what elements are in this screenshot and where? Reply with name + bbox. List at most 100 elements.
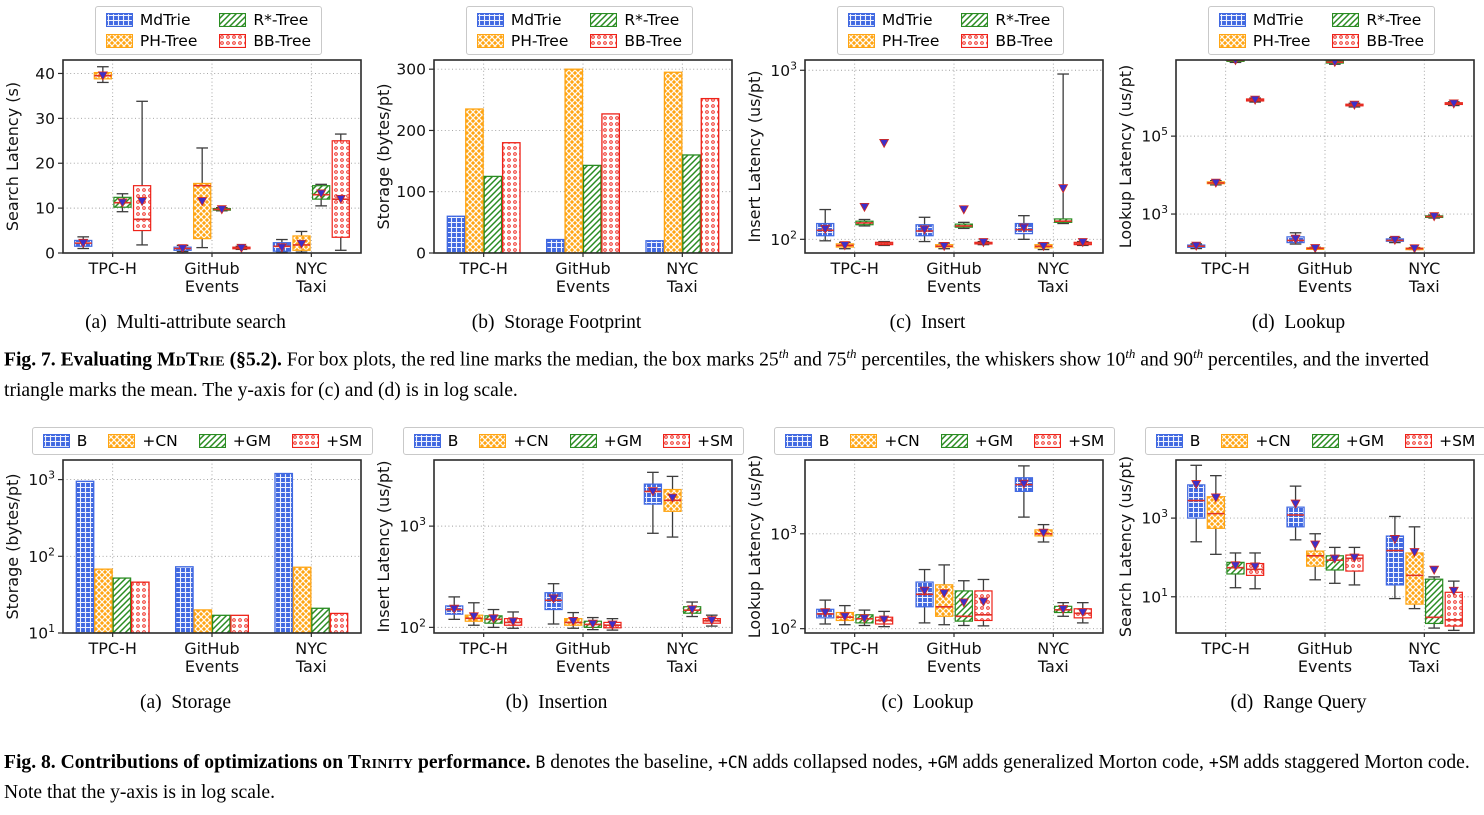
chart-panel-fig8c: B +CN +GM +SM 102 103 Lookup Latency (us/pt) TP… bbox=[742, 421, 1116, 714]
chart-caption-fig8d: (d) Range Query bbox=[1230, 691, 1367, 713]
bb-tree-swatch-icon bbox=[961, 34, 989, 48]
gm-swatch-icon bbox=[1311, 433, 1339, 448]
gm-swatch-icon bbox=[198, 433, 226, 448]
legend-item-mdtrie: MdTrie bbox=[1218, 11, 1310, 29]
legend-item-b: B bbox=[1155, 432, 1200, 450]
figure-8-block: B +CN +GM +SM 101 102 103 Storage (bytes/pt) TPC… bbox=[0, 421, 1484, 809]
chart-panel-fig8b: B +CN +GM +SM 102 103 Insert Latency (us/pt) TP… bbox=[371, 421, 745, 714]
mdtrie-swatch-icon bbox=[847, 13, 875, 27]
y-axis-label: Lookup Latency (us/pt) bbox=[745, 455, 764, 638]
legend-item-bb-tree: BB-Tree bbox=[1332, 32, 1424, 50]
y-axis-label: Insert Latency (us/pt) bbox=[745, 70, 764, 242]
y-axis-label: Storage (bytes/pt) bbox=[374, 83, 393, 229]
bb-tree-swatch-icon bbox=[1332, 34, 1360, 48]
legend-item-ph-tree: PH-Tree bbox=[476, 32, 569, 50]
legend-fig7c: MdTrie PH-Tree R*-Tree BB-Tree bbox=[836, 6, 1065, 55]
legend-label: B bbox=[447, 431, 459, 450]
chart-series-layer bbox=[75, 472, 348, 633]
sm-swatch-icon bbox=[292, 433, 320, 448]
legend-label: PH-Tree bbox=[1252, 32, 1311, 50]
x-tick-label: NYC Taxi bbox=[294, 639, 326, 676]
caption-text: +CN bbox=[717, 752, 748, 772]
chart-panel-fig7d: MdTrie PH-Tree R*-Tree BB-Tree 103 105 Lookup … bbox=[1113, 0, 1484, 334]
chart-plot-fig7d: 103 105 Lookup Latency (us/pt) TPC-H GitHub E… bbox=[1116, 59, 1475, 296]
legend-label: +GM bbox=[1345, 431, 1385, 450]
chart-plot-fig8a: 101 102 103 Storage (bytes/pt) TPC-H GitHub Ev… bbox=[3, 458, 362, 676]
x-tick-label: NYC Taxi bbox=[665, 259, 697, 296]
cn-swatch-icon bbox=[1221, 433, 1249, 448]
svg-text:0: 0 bbox=[45, 245, 55, 263]
gm-swatch-icon bbox=[940, 433, 968, 448]
legend-fig7b: MdTrie PH-Tree R*-Tree BB-Tree bbox=[465, 6, 694, 55]
legend-label: R*-Tree bbox=[1366, 11, 1422, 29]
figure-7-block: MdTrie PH-Tree R*-Tree BB-Tree 0 10 20 30 40 Sear… bbox=[0, 0, 1484, 407]
chart-series-layer bbox=[444, 471, 721, 631]
figure-7-charts-row: MdTrie PH-Tree R*-Tree BB-Tree 0 10 20 30 40 Sear… bbox=[0, 0, 1484, 334]
chart-panel-fig7a: MdTrie PH-Tree R*-Tree BB-Tree 0 10 20 30 40 Sear… bbox=[0, 0, 371, 334]
legend-label: PH-Tree bbox=[510, 32, 569, 50]
legend-label: B bbox=[76, 431, 88, 450]
legend-item-cn: +CN bbox=[850, 431, 920, 450]
legend-item-gm: +GM bbox=[569, 432, 642, 450]
b-swatch-icon bbox=[784, 433, 812, 448]
chart-panel-fig7c: MdTrie PH-Tree R*-Tree BB-Tree 102 103 Insert … bbox=[742, 0, 1113, 334]
legend-item-bb-tree: BB-Tree bbox=[219, 32, 311, 50]
legend-label: +CN bbox=[884, 431, 920, 450]
chart-series-layer bbox=[1186, 464, 1463, 631]
sm-swatch-icon bbox=[1405, 433, 1433, 448]
r-tree-swatch-icon bbox=[961, 13, 989, 27]
x-tick-label: GitHub Events bbox=[1297, 639, 1352, 676]
legend-label: PH-Tree bbox=[139, 32, 198, 50]
y-axis-label: Insert Latency (us/pt) bbox=[374, 460, 393, 632]
legend-fig8c: B +CN +GM +SM bbox=[773, 426, 1116, 455]
cn-swatch-icon bbox=[479, 433, 507, 448]
legend-item-cn: +CN bbox=[479, 432, 549, 450]
legend-item-mdtrie: MdTrie bbox=[847, 11, 939, 29]
mdtrie-swatch-icon bbox=[476, 13, 504, 27]
legend-item-r-tree: R*-Tree bbox=[590, 11, 682, 29]
caption-text: and 75 bbox=[788, 349, 847, 371]
caption-text: and 90 bbox=[1135, 349, 1194, 371]
chart-caption-fig8b: (b) Insertion bbox=[505, 691, 608, 713]
legend-item-gm: +GM bbox=[1311, 431, 1385, 450]
legend-item-ph-tree: PH-Tree bbox=[1218, 32, 1311, 50]
caption-text: denotes the baseline, bbox=[545, 751, 718, 773]
x-tick-label: NYC Taxi bbox=[1036, 639, 1068, 676]
caption-text: +SM bbox=[1208, 752, 1239, 772]
r-tree-swatch-icon bbox=[219, 13, 247, 27]
legend-fig8d: B +CN +GM +SM bbox=[1144, 426, 1484, 455]
caption-text: percentiles, the whiskers show 10 bbox=[856, 349, 1126, 371]
x-tick-label: NYC Taxi bbox=[294, 259, 326, 296]
legend-item-ph-tree: PH-Tree bbox=[847, 32, 939, 50]
superscript: th bbox=[778, 346, 789, 361]
chart-series-layer bbox=[815, 73, 1092, 252]
legend-item-bb-tree: BB-Tree bbox=[961, 32, 1053, 50]
legend-label: MdTrie bbox=[1252, 11, 1304, 29]
legend-label: BB-Tree bbox=[624, 32, 683, 50]
legend-label: +SM bbox=[326, 431, 363, 450]
caption-text: +GM bbox=[927, 752, 958, 772]
chart-series-layer bbox=[73, 66, 350, 253]
ph-tree-swatch-icon bbox=[105, 34, 133, 48]
caption-text: (§5.2). bbox=[224, 349, 282, 371]
x-tick-label: TPC-H bbox=[1200, 639, 1249, 658]
legend-label: MdTrie bbox=[881, 11, 933, 29]
legend-item-bb-tree: BB-Tree bbox=[590, 32, 682, 50]
legend-fig7d: MdTrie PH-Tree R*-Tree BB-Tree bbox=[1207, 6, 1436, 55]
sm-swatch-icon bbox=[1034, 433, 1062, 448]
svg-text:103: 103 bbox=[399, 515, 426, 536]
bb-tree-swatch-icon bbox=[219, 34, 247, 48]
x-tick-label: NYC Taxi bbox=[665, 639, 697, 676]
caption-text: Trinity bbox=[348, 751, 414, 773]
r-tree-swatch-icon bbox=[590, 13, 618, 27]
legend-item-r-tree: R*-Tree bbox=[1332, 11, 1424, 29]
chart-plot-fig8c: 102 103 Lookup Latency (us/pt) TPC-H GitHub E… bbox=[745, 455, 1104, 676]
chart-series-layer bbox=[1186, 60, 1463, 253]
svg-text:103: 103 bbox=[770, 59, 797, 80]
legend-item-sm: +SM bbox=[1034, 432, 1104, 450]
x-tick-label: TPC-H bbox=[458, 639, 507, 658]
chart-caption-fig8c: (c) Lookup bbox=[881, 691, 974, 713]
x-tick-label: TPC-H bbox=[829, 259, 878, 278]
legend-label: MdTrie bbox=[139, 11, 191, 29]
